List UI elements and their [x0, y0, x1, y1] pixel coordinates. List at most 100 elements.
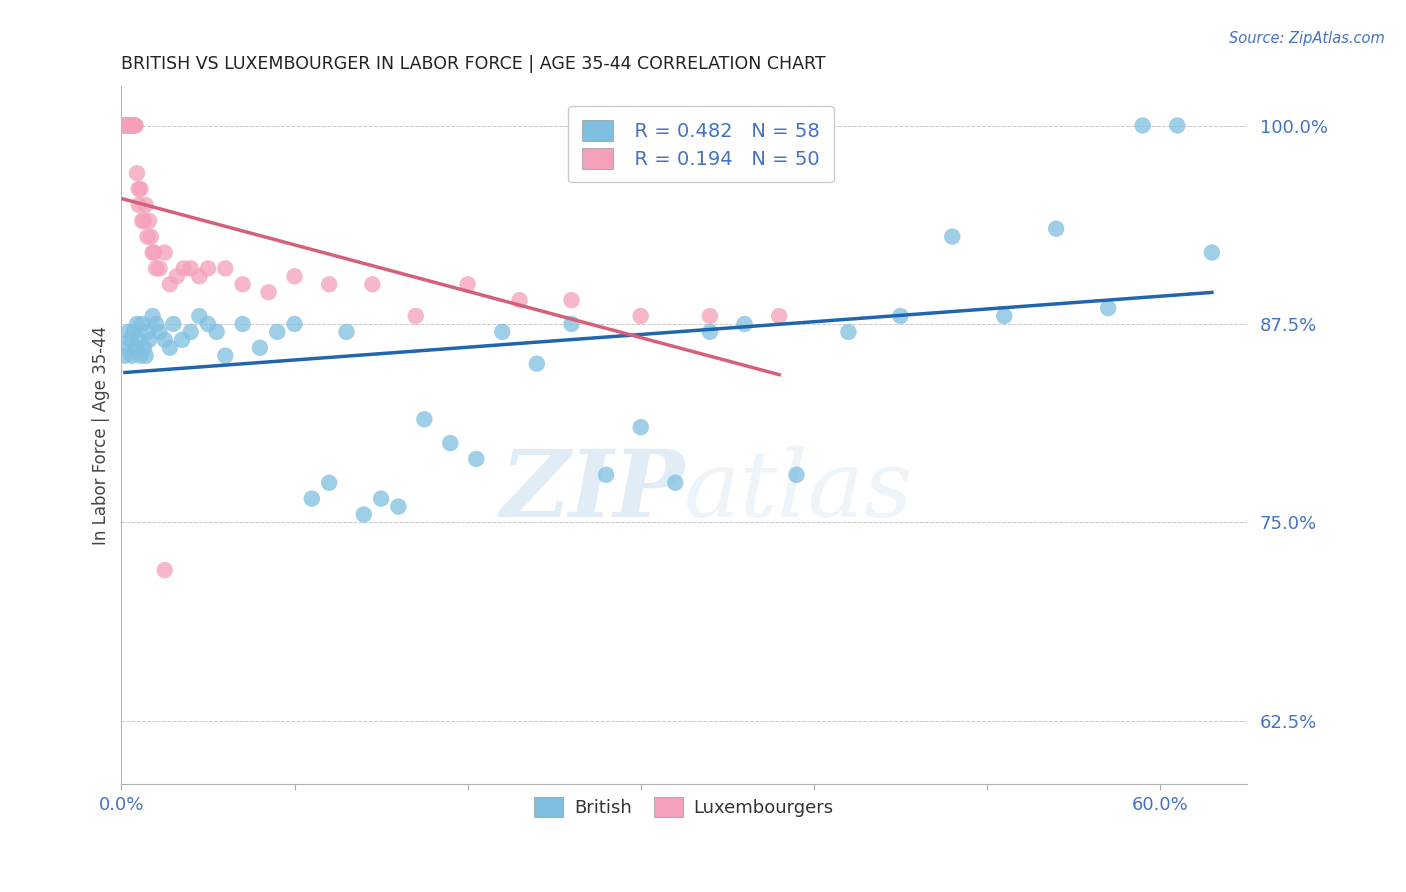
Point: [387, 500, 409, 514]
Point: [117, 119, 139, 133]
Point: [768, 309, 790, 323]
Point: [560, 317, 582, 331]
Point: [138, 213, 160, 227]
Point: [124, 341, 146, 355]
Point: [129, 182, 152, 196]
Point: [121, 119, 143, 133]
Point: [124, 119, 146, 133]
Point: [283, 269, 305, 284]
Point: [136, 229, 159, 244]
Point: [115, 119, 138, 133]
Point: [120, 119, 142, 133]
Point: [595, 467, 617, 482]
Point: [257, 285, 280, 300]
Point: [142, 309, 165, 323]
Point: [132, 341, 155, 355]
Point: [197, 261, 219, 276]
Point: [1166, 119, 1188, 133]
Point: [188, 269, 211, 284]
Point: [166, 269, 188, 284]
Point: [125, 317, 148, 331]
Point: [734, 317, 756, 331]
Point: [266, 325, 288, 339]
Point: [335, 325, 357, 339]
Point: [630, 420, 652, 434]
Point: [301, 491, 323, 506]
Point: [121, 349, 143, 363]
Point: [135, 349, 157, 363]
Point: [139, 229, 162, 244]
Point: [214, 349, 236, 363]
Point: [117, 325, 139, 339]
Point: [153, 333, 176, 347]
Point: [115, 119, 138, 133]
Point: [145, 317, 167, 331]
Point: [283, 317, 305, 331]
Point: [180, 325, 202, 339]
Point: [138, 333, 160, 347]
Point: [135, 198, 157, 212]
Point: [114, 349, 136, 363]
Point: [509, 293, 531, 307]
Point: [128, 182, 150, 196]
Point: [361, 277, 384, 292]
Point: [131, 213, 153, 227]
Point: [159, 277, 181, 292]
Point: [457, 277, 479, 292]
Point: [353, 508, 375, 522]
Point: [132, 213, 155, 227]
Point: [439, 436, 461, 450]
Y-axis label: In Labor Force | Age 35-44: In Labor Force | Age 35-44: [93, 326, 110, 545]
Point: [115, 341, 138, 355]
Point: [318, 277, 340, 292]
Point: [699, 309, 721, 323]
Point: [128, 333, 150, 347]
Legend: British, Luxembourgers: British, Luxembourgers: [527, 790, 841, 824]
Point: [120, 119, 142, 133]
Point: [145, 261, 167, 276]
Point: [112, 119, 135, 133]
Point: [560, 293, 582, 307]
Point: [159, 341, 181, 355]
Point: [630, 309, 652, 323]
Point: [318, 475, 340, 490]
Point: [1045, 221, 1067, 235]
Point: [1097, 301, 1119, 315]
Point: [122, 325, 145, 339]
Point: [114, 119, 136, 133]
Point: [114, 119, 136, 133]
Point: [122, 119, 145, 133]
Point: [941, 229, 963, 244]
Point: [491, 325, 513, 339]
Point: [405, 309, 427, 323]
Text: ZIP: ZIP: [499, 446, 683, 536]
Point: [131, 317, 153, 331]
Point: [117, 119, 139, 133]
Point: [129, 349, 152, 363]
Point: [526, 357, 548, 371]
Point: [249, 341, 271, 355]
Point: [232, 277, 254, 292]
Point: [170, 333, 193, 347]
Point: [173, 261, 195, 276]
Point: [465, 452, 488, 467]
Point: [122, 119, 145, 133]
Point: [148, 325, 170, 339]
Point: [120, 333, 142, 347]
Point: [124, 119, 146, 133]
Point: [664, 475, 686, 490]
Point: [1132, 119, 1154, 133]
Point: [837, 325, 859, 339]
Point: [153, 563, 176, 577]
Point: [180, 261, 202, 276]
Text: BRITISH VS LUXEMBOURGER IN LABOR FORCE | AGE 35-44 CORRELATION CHART: BRITISH VS LUXEMBOURGER IN LABOR FORCE |…: [121, 55, 827, 73]
Point: [188, 309, 211, 323]
Point: [136, 325, 159, 339]
Point: [197, 317, 219, 331]
Point: [143, 245, 166, 260]
Point: [370, 491, 392, 506]
Point: [889, 309, 911, 323]
Text: Source: ZipAtlas.com: Source: ZipAtlas.com: [1229, 31, 1385, 46]
Point: [413, 412, 436, 426]
Point: [125, 166, 148, 180]
